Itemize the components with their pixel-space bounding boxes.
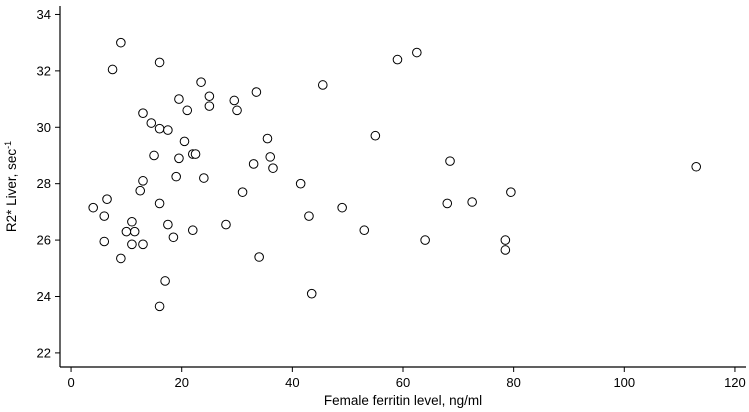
data-point bbox=[138, 176, 148, 186]
x-tick-label: 100 bbox=[613, 375, 635, 390]
data-point bbox=[127, 216, 137, 227]
data-point bbox=[121, 226, 132, 237]
y-axis-title-superscript: -1 bbox=[3, 141, 13, 149]
data-point bbox=[262, 133, 273, 144]
data-point bbox=[337, 202, 347, 213]
data-point bbox=[182, 105, 193, 116]
data-point bbox=[154, 301, 165, 312]
data-point bbox=[88, 202, 98, 213]
y-axis-ticks: 22 24 26 28 30 32 34 bbox=[37, 7, 60, 360]
data-point bbox=[154, 57, 165, 68]
data-point bbox=[190, 149, 201, 159]
y-axis-title-main: R2* Liver, sec bbox=[4, 149, 19, 233]
x-tick-label: 120 bbox=[724, 375, 746, 390]
data-points-group bbox=[88, 37, 702, 312]
data-point bbox=[268, 163, 278, 173]
data-point bbox=[442, 198, 453, 209]
data-point bbox=[163, 219, 173, 230]
data-point bbox=[412, 47, 422, 58]
data-point bbox=[196, 77, 206, 87]
data-point bbox=[500, 245, 511, 255]
data-point bbox=[204, 91, 215, 102]
data-point bbox=[199, 173, 209, 183]
data-point bbox=[168, 232, 179, 243]
data-point bbox=[445, 156, 455, 166]
data-point bbox=[204, 101, 215, 111]
y-tick-label: 24 bbox=[37, 289, 51, 304]
data-point bbox=[295, 178, 306, 189]
y-tick-label: 26 bbox=[37, 233, 51, 248]
data-point bbox=[174, 153, 184, 164]
data-point bbox=[107, 64, 118, 75]
data-point bbox=[229, 95, 240, 106]
data-point bbox=[116, 37, 126, 48]
x-tick-label: 60 bbox=[396, 375, 410, 390]
data-point bbox=[138, 239, 148, 250]
data-point bbox=[179, 136, 190, 147]
data-point bbox=[500, 235, 511, 245]
y-tick-label: 34 bbox=[37, 7, 51, 22]
x-axis-title: Female ferritin level, ng/ml bbox=[324, 393, 482, 408]
x-tick-label: 80 bbox=[506, 375, 520, 390]
data-point bbox=[163, 125, 173, 135]
y-tick-label: 28 bbox=[37, 176, 51, 191]
data-point bbox=[248, 159, 259, 169]
data-point bbox=[174, 94, 184, 104]
data-point bbox=[254, 252, 264, 262]
data-point bbox=[154, 198, 165, 209]
y-axis-title: R2* Liver, sec-1 bbox=[3, 141, 19, 232]
data-point bbox=[232, 105, 242, 116]
data-point bbox=[506, 187, 516, 197]
data-point bbox=[317, 80, 328, 90]
data-point bbox=[251, 87, 262, 97]
x-axis-ticks: 0 20 40 60 80 100 120 bbox=[67, 367, 746, 390]
x-tick-label: 40 bbox=[285, 375, 299, 390]
data-point bbox=[467, 197, 477, 207]
data-point bbox=[359, 225, 370, 236]
data-point bbox=[221, 219, 231, 230]
data-point bbox=[102, 194, 112, 204]
data-point bbox=[304, 211, 314, 221]
y-tick-label: 22 bbox=[37, 345, 51, 360]
data-point bbox=[138, 108, 148, 118]
y-tick-label: 32 bbox=[37, 63, 51, 78]
data-point bbox=[370, 130, 381, 141]
data-point bbox=[99, 236, 110, 247]
data-point bbox=[160, 276, 170, 286]
x-tick-label: 20 bbox=[174, 375, 188, 390]
data-point bbox=[237, 187, 248, 197]
data-point bbox=[171, 171, 181, 182]
x-tick-label: 0 bbox=[67, 375, 74, 390]
data-point bbox=[127, 239, 137, 250]
data-point bbox=[265, 152, 276, 162]
y-tick-label: 30 bbox=[37, 120, 51, 135]
data-point bbox=[691, 161, 702, 172]
data-point bbox=[135, 185, 146, 196]
data-point bbox=[116, 253, 126, 264]
data-point bbox=[149, 150, 159, 161]
data-point bbox=[392, 54, 403, 65]
data-point bbox=[154, 123, 165, 134]
data-point bbox=[129, 226, 140, 237]
data-point bbox=[187, 225, 198, 236]
data-point bbox=[99, 211, 110, 221]
data-point bbox=[146, 118, 157, 128]
data-point bbox=[420, 235, 430, 245]
data-point bbox=[306, 288, 317, 299]
